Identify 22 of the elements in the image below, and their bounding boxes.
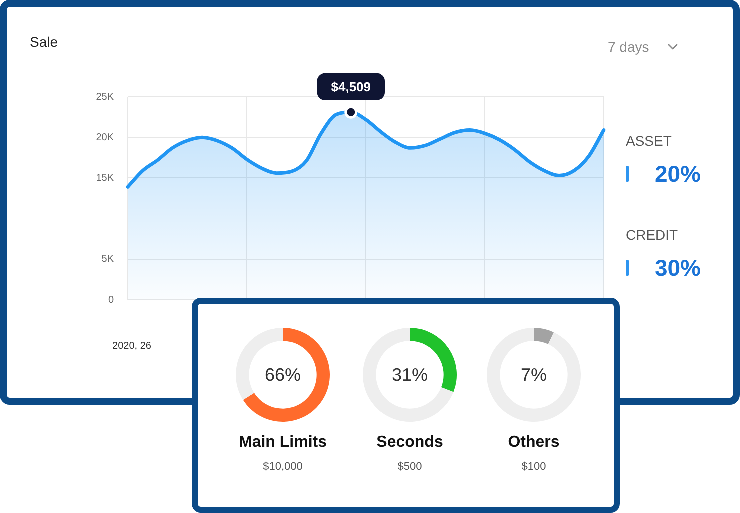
- chart-title: Sale: [30, 33, 58, 51]
- data-label: 7%: [520, 364, 548, 385]
- data-label: 31%: [392, 364, 428, 385]
- y-tick-label: 0: [108, 294, 114, 306]
- annotation: $4,509: [331, 80, 372, 95]
- text: 7 days: [608, 38, 650, 56]
- text: ASSET: [626, 133, 672, 150]
- y-tick-label: 5K: [102, 254, 114, 266]
- text: Seconds: [376, 433, 444, 453]
- data-label: 66%: [264, 364, 302, 385]
- text: $10,000: [262, 460, 304, 474]
- text: 20%: [654, 160, 701, 188]
- text: $500: [396, 460, 424, 474]
- y-tick-label: 15K: [96, 172, 114, 184]
- text: 30%: [654, 254, 701, 282]
- text: Others: [507, 433, 561, 453]
- text: CREDIT: [626, 227, 678, 244]
- text: Main Limits: [238, 433, 328, 453]
- text: 2020, 26: [112, 340, 152, 352]
- y-tick-label: 20K: [96, 132, 114, 144]
- y-tick-label: 25K: [96, 92, 114, 103]
- text: $100: [520, 460, 548, 474]
